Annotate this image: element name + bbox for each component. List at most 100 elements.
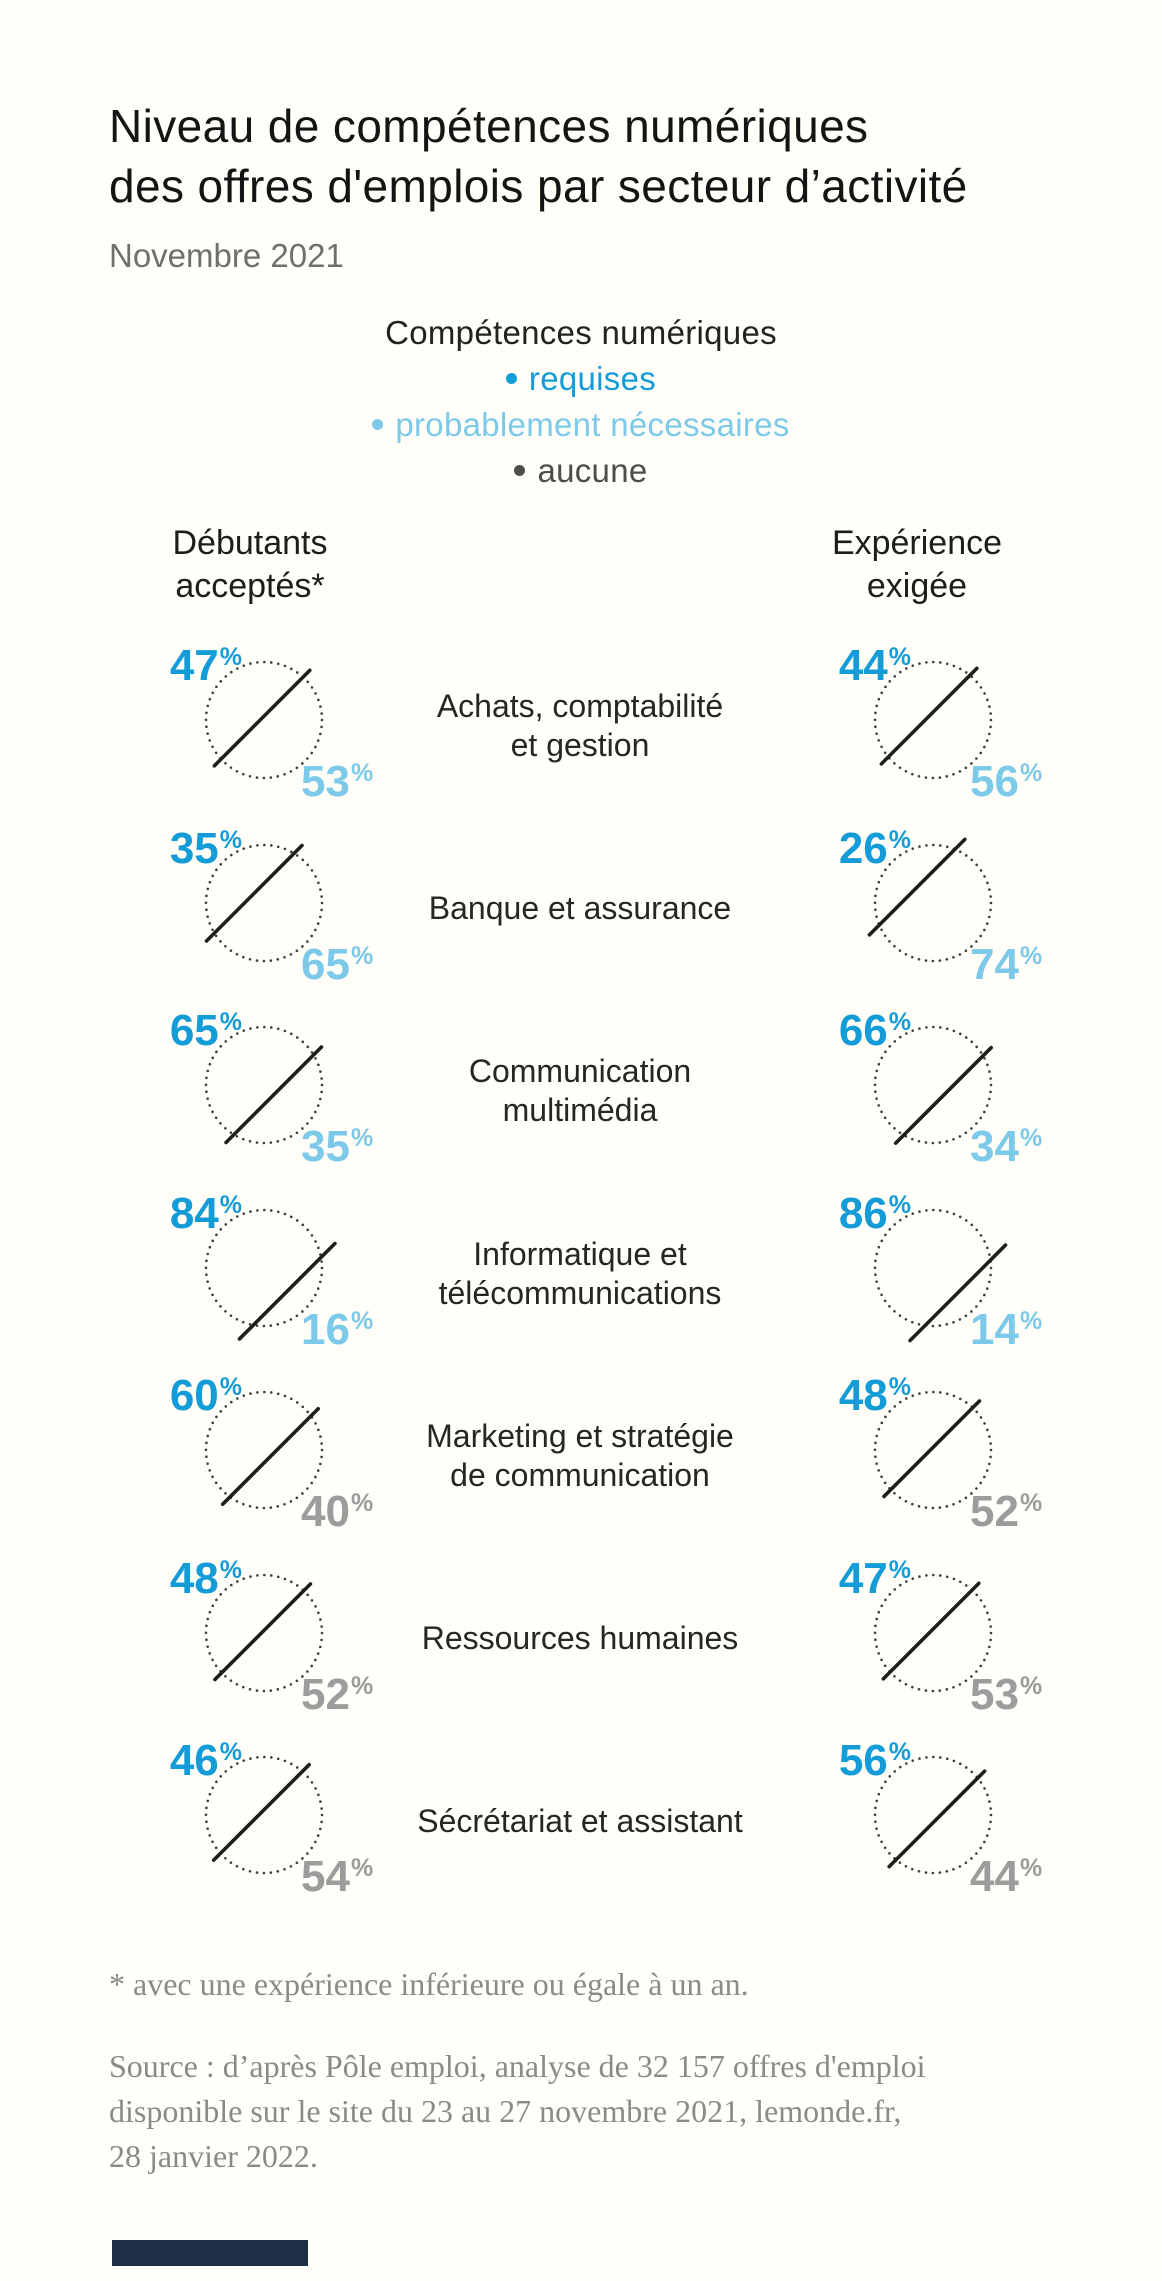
percent-value: 14 (970, 1304, 1019, 1354)
footnote: * avec une expérience inférieure ou égal… (109, 1966, 749, 2002)
requises-value: 84% (154, 1188, 242, 1243)
divider-line (224, 1045, 324, 1145)
percent-value: 44 (838, 641, 888, 690)
legend-bullet-icon (514, 464, 526, 476)
requises-value: 65% (154, 1008, 242, 1060)
percent-value: 48 (838, 1371, 888, 1420)
percent-value: 35 (169, 823, 219, 873)
percent-value: 44 (970, 1852, 1019, 1901)
percent-sign: % (888, 1738, 911, 1766)
percent-sign: % (350, 1124, 374, 1152)
split-circle-chart-debutants: 47% 53% (154, 618, 394, 823)
legend-title: Compétences numériques (385, 314, 777, 351)
page-subtitle: Novembre 2021 (109, 237, 344, 274)
percent-value: 53 (970, 1669, 1019, 1719)
percent-value: 46 (169, 1736, 219, 1785)
secondary-value: 16% (301, 1306, 373, 1359)
secondary-value: 14% (970, 1304, 1042, 1359)
legend-bullet-icon (372, 418, 384, 430)
dotted-circle (204, 1390, 324, 1510)
dotted-circle (873, 660, 993, 780)
percent-sign: % (219, 1555, 242, 1584)
percent-sign: % (350, 759, 374, 787)
percent-sign: % (888, 1008, 911, 1036)
requises-value: 48% (823, 1373, 911, 1425)
secondary-value: 74% (970, 939, 1042, 994)
percent-value: 86 (838, 1188, 888, 1238)
sector-label-line: Sécrétariat et assistant (417, 1802, 743, 1839)
split-circle-svg (873, 1390, 993, 1510)
split-circle-svg (204, 1025, 324, 1145)
requises-value: 44% (823, 643, 911, 695)
page-title: Niveau de compétences numériques des off… (109, 96, 968, 216)
sector-label-line: Informatique et (473, 1235, 687, 1272)
percent-value: 74 (970, 939, 1019, 989)
source-line: disponible sur le site du 23 au 27 novem… (109, 2093, 902, 2129)
column-header-debutants: Débutants acceptés* (100, 522, 400, 608)
percent-value: 65 (169, 1006, 219, 1055)
legend-item-requises: requises (301, 356, 861, 402)
source-line: 28 janvier 2022. (109, 2138, 318, 2174)
secondary-value: 53% (970, 1669, 1042, 1724)
percent-sign: % (1019, 1124, 1043, 1152)
percent-value: 53 (301, 757, 350, 806)
percent-sign: % (219, 825, 242, 854)
secondary-value: 65% (301, 941, 373, 994)
percent-sign: % (888, 825, 911, 854)
split-circle-chart-experience: 26% 74% (823, 801, 1063, 1006)
split-circle-chart-debutants: 60% 40% (154, 1348, 394, 1553)
sector-label-line: Ressources humaines (421, 1620, 739, 1656)
sector-label: Achats, comptabilité et gestion (380, 676, 780, 776)
split-circle-chart-experience: 48% 52% (823, 1348, 1063, 1553)
percent-value: 48 (169, 1553, 219, 1603)
sector-label-line: Communication (468, 1053, 692, 1089)
percent-sign: % (219, 643, 242, 671)
column-header-experience: Expérience exigée (767, 522, 1067, 608)
percent-value: 66 (838, 1006, 888, 1055)
sector-label: Communication multimédia (380, 1041, 780, 1141)
percent-value: 47 (169, 641, 219, 690)
dotted-circle (873, 843, 993, 962)
split-circle-svg (204, 843, 324, 962)
dotted-circle (204, 660, 324, 780)
divider-line (211, 1762, 311, 1862)
secondary-value: 54% (301, 1854, 373, 1906)
divider-line (212, 668, 312, 768)
split-circle-svg (867, 837, 993, 962)
column-header-line1: Expérience (831, 524, 1003, 562)
secondary-value: 52% (301, 1671, 373, 1724)
split-circle-chart-experience: 47% 53% (823, 1531, 1063, 1736)
column-header-line2: exigée (866, 567, 968, 605)
percent-sign: % (888, 1555, 911, 1584)
percent-value: 26 (838, 823, 888, 873)
secondary-value: 53% (301, 759, 373, 811)
legend-bullet-icon (505, 372, 517, 384)
sector-label-line: télécommunications (438, 1274, 722, 1311)
percent-sign: % (219, 1373, 242, 1401)
sector-label: Marketing et stratégie de communication (380, 1406, 780, 1506)
dotted-circle (204, 1573, 324, 1692)
requises-value: 66% (823, 1008, 911, 1060)
column-header-line2: acceptés* (175, 567, 325, 605)
sector-label: Banque et assurance (380, 859, 780, 959)
percent-value: 47 (838, 1553, 888, 1603)
sector-label-line: de communication (450, 1457, 710, 1493)
divider-line (881, 1581, 981, 1681)
divider-line (887, 1769, 987, 1869)
split-circle-svg (204, 1208, 337, 1341)
percent-value: 84 (169, 1188, 219, 1238)
percent-value: 56 (838, 1736, 888, 1785)
percent-sign: % (219, 1008, 242, 1036)
split-circle-svg (873, 1025, 993, 1145)
divider-line (893, 1045, 993, 1145)
divider-line (867, 837, 967, 937)
divider-line (204, 843, 304, 943)
sector-label-line: Achats, comptabilité (436, 688, 724, 724)
percent-value: 35 (301, 1122, 350, 1171)
split-circle-chart-debutants: 46% 54% (154, 1713, 394, 1918)
percent-sign: % (888, 643, 911, 671)
legend-item-aucune: aucune (301, 448, 861, 494)
requises-value: 60% (154, 1373, 242, 1425)
secondary-value: 56% (970, 759, 1042, 811)
